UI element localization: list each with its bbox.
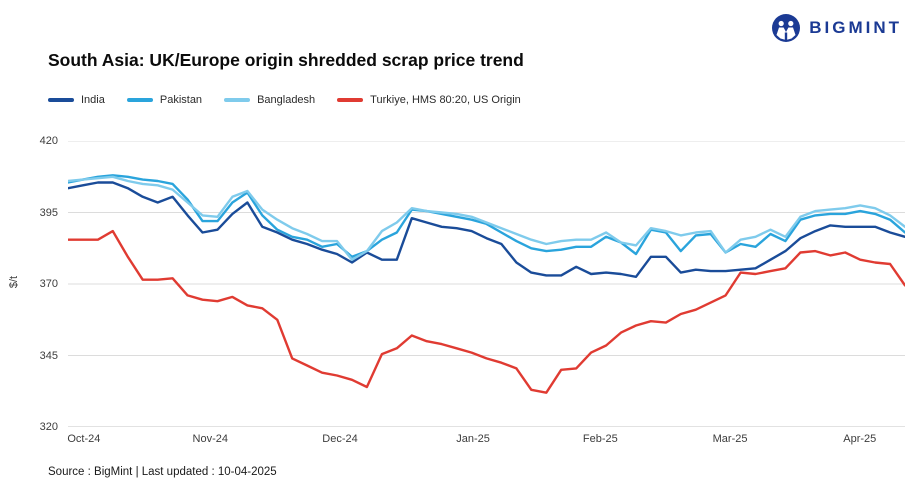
y-tick-label-420: 420 bbox=[39, 135, 58, 147]
y-tick-label-320: 320 bbox=[39, 421, 58, 433]
plot-area bbox=[68, 141, 905, 427]
x-tick-label-Jan-25: Jan-25 bbox=[456, 433, 490, 445]
y-tick-label-370: 370 bbox=[39, 278, 58, 290]
legend-label-bangladesh: Bangladesh bbox=[257, 94, 316, 106]
legend-item-pakistan: Pakistan bbox=[126, 94, 203, 106]
bigmint-logo: BIGMINT bbox=[771, 13, 902, 43]
x-tick-label-Apr-25: Apr-25 bbox=[843, 433, 877, 445]
legend-item-india: India bbox=[48, 94, 105, 106]
chart-legend: India Pakistan Bangladesh Turkiye, HMS 80:2… bbox=[48, 94, 521, 106]
legend-label-india: India bbox=[81, 94, 105, 106]
series-line-bangladesh bbox=[68, 175, 905, 261]
x-tick-label-Feb-25: Feb-25 bbox=[582, 433, 618, 445]
y-tick-label-395: 395 bbox=[39, 206, 58, 219]
x-tick-label-Mar-25: Mar-25 bbox=[712, 433, 748, 445]
chart-title: South Asia: UK/Europe origin shredded sc… bbox=[48, 50, 524, 70]
series-line-india bbox=[68, 181, 905, 279]
x-tick-label-Dec-24: Dec-24 bbox=[322, 433, 358, 445]
legend-swatch-bangladesh bbox=[224, 98, 251, 102]
y-tick-label-345: 345 bbox=[39, 349, 58, 362]
series-line-pakistan bbox=[68, 174, 905, 259]
source-note: Source : BigMint | Last updated : 10-04-… bbox=[48, 466, 277, 478]
legend-swatch-india bbox=[48, 98, 74, 102]
legend-label-pakistan: Pakistan bbox=[159, 94, 203, 106]
legend-label-turkiye-hms-80-20-us-origin: Turkiye, HMS 80:20, US Origin bbox=[370, 94, 521, 106]
x-tick-label-Nov-24: Nov-24 bbox=[192, 433, 229, 445]
legend-swatch-pakistan bbox=[126, 98, 153, 102]
series-line-turkiye-hms-80-20-us-origin bbox=[68, 229, 905, 394]
legend-item-bangladesh: Bangladesh bbox=[224, 94, 315, 106]
bigmint-logo-icon bbox=[772, 14, 801, 42]
legend-item-turkiye-hms-80-20-us-origin: Turkiye, HMS 80:20, US Origin bbox=[337, 94, 521, 106]
bigmint-logo-text: BIGMINT bbox=[809, 18, 902, 37]
legend-swatch-turkiye-hms-80-20-us-origin bbox=[337, 98, 364, 102]
x-tick-label-Oct-24: Oct-24 bbox=[67, 433, 101, 445]
